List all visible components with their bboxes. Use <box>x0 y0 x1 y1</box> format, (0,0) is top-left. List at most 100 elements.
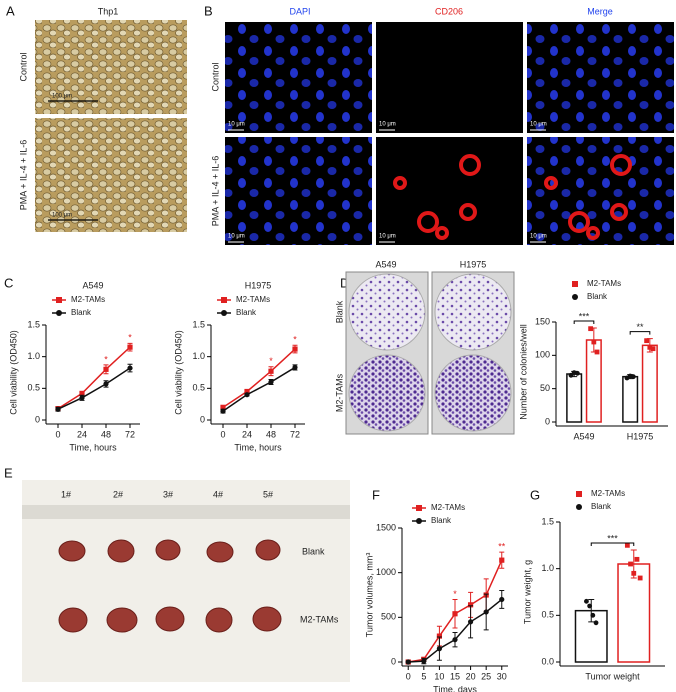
micrograph <box>35 118 187 232</box>
y-tick-label: 1500 <box>376 522 396 532</box>
data-point <box>650 346 656 352</box>
series-line <box>57 367 131 410</box>
colony-well <box>434 273 512 351</box>
row-label: PMA + IL-4 + IL-6 <box>18 140 28 211</box>
y-tick-label: 1.0 <box>541 563 554 573</box>
data-point <box>574 370 580 376</box>
y-tick-label: 1000 <box>376 567 396 577</box>
chart-title: H1975 <box>245 280 272 290</box>
data-point <box>631 570 637 576</box>
legend-label: M2-TAMs <box>236 295 270 304</box>
legend-marker <box>576 491 582 497</box>
panel-label: D <box>340 275 349 290</box>
legend-marker <box>416 505 422 511</box>
y-tick-label: 0.5 <box>27 383 40 393</box>
series-line <box>222 366 296 412</box>
colony-well <box>348 354 426 432</box>
data-point <box>79 395 85 401</box>
x-tick-label: 5 <box>421 671 426 681</box>
significance-bracket <box>590 542 635 546</box>
legend-label: Blank <box>591 502 612 511</box>
y-tick-label: 50 <box>540 383 550 393</box>
y-tick-label: 1.5 <box>27 319 40 329</box>
x-tick-label: 30 <box>497 671 507 681</box>
column-header: H1975 <box>460 259 487 269</box>
row-label: Control <box>210 62 220 91</box>
data-point <box>637 575 643 581</box>
x-tick-label: 20 <box>466 671 476 681</box>
y-tick-label: 100 <box>535 350 550 360</box>
data-point <box>436 646 443 652</box>
y-tick-label: 1.5 <box>541 516 554 526</box>
x-tick-label: 0 <box>406 671 411 681</box>
y-tick-label: 0 <box>200 414 205 424</box>
data-point <box>220 408 226 414</box>
data-point <box>630 374 636 380</box>
scale-label: 10 μm <box>379 122 396 128</box>
y-tick-label: 1.0 <box>192 351 205 361</box>
data-point <box>292 346 298 352</box>
legend-marker <box>572 281 578 287</box>
data-point <box>244 392 250 398</box>
x-tick-label: 72 <box>290 429 300 439</box>
x-tick-label: 15 <box>450 671 460 681</box>
x-tick-label: 0 <box>220 429 225 439</box>
significance-mark: ** <box>636 322 644 332</box>
data-point <box>634 556 640 562</box>
significance-mark: ** <box>498 541 506 551</box>
y-tick-label: 150 <box>535 316 550 326</box>
data-point <box>499 557 505 563</box>
significance-mark: * <box>128 333 132 343</box>
data-point <box>624 542 630 548</box>
scale-label: 10 μm <box>228 234 245 240</box>
x-tick-label: Tumor weight <box>585 671 640 681</box>
y-tick-label: 0 <box>545 416 550 426</box>
significance-bracket <box>573 320 595 324</box>
data-point <box>587 603 593 609</box>
significance-mark: *** <box>607 533 618 543</box>
data-point <box>467 619 474 625</box>
legend-label: M2-TAMs <box>587 279 621 288</box>
column-header: A549 <box>375 259 396 269</box>
column-header: Merge <box>587 6 613 16</box>
data-point <box>647 344 653 350</box>
panel-label: E <box>4 465 13 480</box>
data-point <box>292 364 298 371</box>
fluorescence-image <box>527 22 674 133</box>
fluorescence-image <box>376 137 523 245</box>
data-point <box>127 344 133 350</box>
x-tick-label: 10 <box>434 671 444 681</box>
sample-label: 2# <box>113 489 123 499</box>
x-axis-title: Time, days <box>433 684 477 692</box>
bar <box>566 373 583 423</box>
colony-well <box>348 273 426 351</box>
panel-label: A <box>6 3 15 18</box>
chart-title: A549 <box>82 280 103 290</box>
fluorescence-image <box>225 22 372 133</box>
scale-label: 10 μm <box>228 122 245 128</box>
scale-bar <box>228 129 546 243</box>
y-tick-label: 500 <box>381 612 396 622</box>
legend-marker <box>416 518 422 524</box>
sample-label: 5# <box>263 489 273 499</box>
data-point <box>499 596 505 603</box>
data-point <box>103 381 109 387</box>
data-point <box>588 326 594 332</box>
row-label: Blank <box>302 546 325 556</box>
x-tick-label: 24 <box>242 429 252 439</box>
x-tick-label: 48 <box>101 429 111 439</box>
legend-label: Blank <box>236 308 257 317</box>
x-tick-label: H1975 <box>627 431 654 441</box>
y-tick-label: 1.0 <box>27 351 40 361</box>
colony-well <box>434 354 512 432</box>
data-point <box>467 602 474 608</box>
data-point <box>483 609 489 615</box>
data-point <box>436 633 443 639</box>
x-tick-label: 72 <box>125 429 135 439</box>
row-label: PMA + IL-4 + IL-6 <box>210 156 220 227</box>
data-point <box>405 659 411 665</box>
y-axis-title: Tumor weight, g <box>522 560 532 624</box>
y-tick-label: 0.0 <box>541 656 554 666</box>
legend-label: M2-TAMs <box>71 295 105 304</box>
